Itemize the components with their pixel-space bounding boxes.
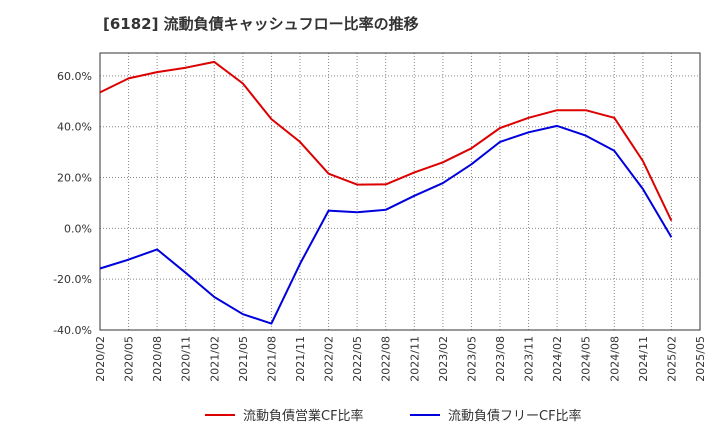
x-tick-label: 2023/05 xyxy=(465,336,478,382)
x-tick-label: 2023/02 xyxy=(437,336,450,382)
x-tick-label: 2023/11 xyxy=(523,336,536,382)
series-line-1 xyxy=(99,60,673,222)
y-tick-label: -20.0% xyxy=(53,273,92,286)
y-tick-label: 0.0% xyxy=(64,222,92,235)
x-tick-label: 2025/02 xyxy=(665,336,678,382)
x-tick-label: 2020/05 xyxy=(123,336,136,382)
x-tick-label: 2020/08 xyxy=(151,336,164,382)
y-tick-label: 40.0% xyxy=(57,121,92,134)
x-tick-label: 2024/11 xyxy=(637,336,650,382)
chart-title: [6182] 流動負債キャッシュフロー比率の推移 xyxy=(103,15,419,33)
y-tick-label: 20.0% xyxy=(57,172,92,185)
series-layer xyxy=(99,60,673,325)
x-tick-label: 2021/08 xyxy=(265,336,278,382)
x-axis-tick-labels: 2020/02 2020/05 2020/08 2020/11 2021/02 2021/… xyxy=(94,336,707,382)
y-tick-label: -40.0% xyxy=(53,324,92,337)
x-tick-label: 2024/08 xyxy=(608,336,621,382)
x-tick-label: 2025/05 xyxy=(694,336,707,382)
x-tick-label: 2021/11 xyxy=(294,336,307,382)
plot-frame xyxy=(99,52,701,331)
x-tick-label: 2022/05 xyxy=(351,336,364,382)
legend-label-1: 流動負債営業CF比率 xyxy=(243,408,364,424)
x-tick-label: 2024/05 xyxy=(580,336,593,382)
x-tick-label: 2022/08 xyxy=(380,336,393,382)
x-tick-label: 2022/02 xyxy=(323,336,336,382)
x-tick-label: 2020/02 xyxy=(94,336,107,382)
legend: 流動負債営業CF比率 流動負債フリーCF比率 xyxy=(205,408,582,424)
legend-label-2: 流動負債フリーCF比率 xyxy=(448,408,582,424)
y-tick-label: 60.0% xyxy=(57,70,92,83)
x-tick-label: 2021/02 xyxy=(208,336,221,382)
x-tick-label: 2023/08 xyxy=(494,336,507,382)
y-axis-tick-labels: 60.0% 40.0% 20.0% 0.0% -20.0% -40.0% xyxy=(53,70,92,337)
series-line-2 xyxy=(99,124,673,325)
x-tick-label: 2020/11 xyxy=(180,336,193,382)
x-tick-label: 2022/11 xyxy=(408,336,421,382)
x-tick-label: 2021/05 xyxy=(237,336,250,382)
x-tick-label: 2024/02 xyxy=(551,336,564,382)
grid xyxy=(100,53,700,331)
